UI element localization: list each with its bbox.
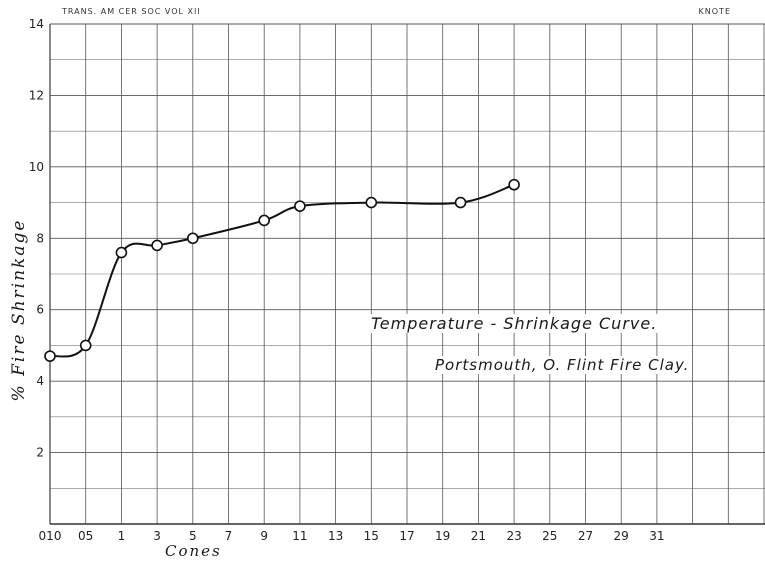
series-points (44, 178, 520, 362)
x-tick-label: 27 (578, 529, 593, 543)
x-tick-labels: 010 05 1 3 5 7 9 11 13 15 17 19 21 23 25 27 29 31 (39, 529, 665, 543)
y-tick-label: 6 (36, 303, 44, 317)
x-tick-label: 25 (542, 529, 557, 543)
header-journal-text: TRANS. AM CER SOC VOL XII (62, 7, 201, 16)
chart-subtitle: Portsmouth, O. Flint Fire Clay. (432, 356, 693, 374)
x-tick-label: 13 (328, 529, 343, 543)
data-point (294, 200, 306, 212)
data-point (79, 339, 92, 352)
data-point (258, 214, 271, 227)
y-tick-label: 4 (36, 374, 44, 388)
data-point (187, 232, 199, 245)
data-point (365, 196, 378, 209)
x-tick-label: 15 (364, 529, 379, 543)
x-tick-label: 31 (649, 529, 664, 543)
y-tick-label: 2 (36, 446, 44, 460)
x-tick-label: 5 (189, 529, 197, 543)
data-point (454, 196, 467, 209)
x-tick-label: 1 (118, 529, 126, 543)
x-tick-label: 05 (78, 529, 93, 543)
y-axis-label-wrap: % Fire Shrinkage (2, 160, 36, 460)
x-tick-label: 7 (225, 529, 233, 543)
y-tick-label: 8 (36, 231, 44, 245)
x-tick-label: 11 (292, 529, 307, 543)
x-tick-label: 3 (153, 529, 161, 543)
data-point (508, 178, 520, 191)
x-tick-label: 29 (614, 529, 629, 543)
series-line (49, 183, 515, 358)
data-point (115, 246, 128, 259)
x-tick-label: 19 (435, 529, 450, 543)
y-tick-label: 14 (29, 17, 44, 31)
y-tick-label: 12 (29, 88, 44, 102)
chart-title: Temperature - Shrinkage Curve. (368, 314, 661, 333)
x-tick-label: 21 (471, 529, 486, 543)
header-author-text: KNOTE (698, 7, 731, 16)
data-point (151, 239, 163, 252)
grid (49, 23, 765, 525)
data-point (44, 350, 56, 362)
y-tick-labels: 2 4 6 8 10 12 14 (29, 17, 44, 460)
x-tick-label: 9 (260, 529, 268, 543)
x-tick-label: 010 (39, 529, 62, 543)
y-axis-label: % Fire Shrinkage (9, 218, 29, 402)
x-tick-label: 23 (506, 529, 521, 543)
x-tick-label: 17 (399, 529, 414, 543)
x-axis-label: Cones (165, 542, 222, 560)
y-tick-label: 10 (29, 160, 44, 174)
